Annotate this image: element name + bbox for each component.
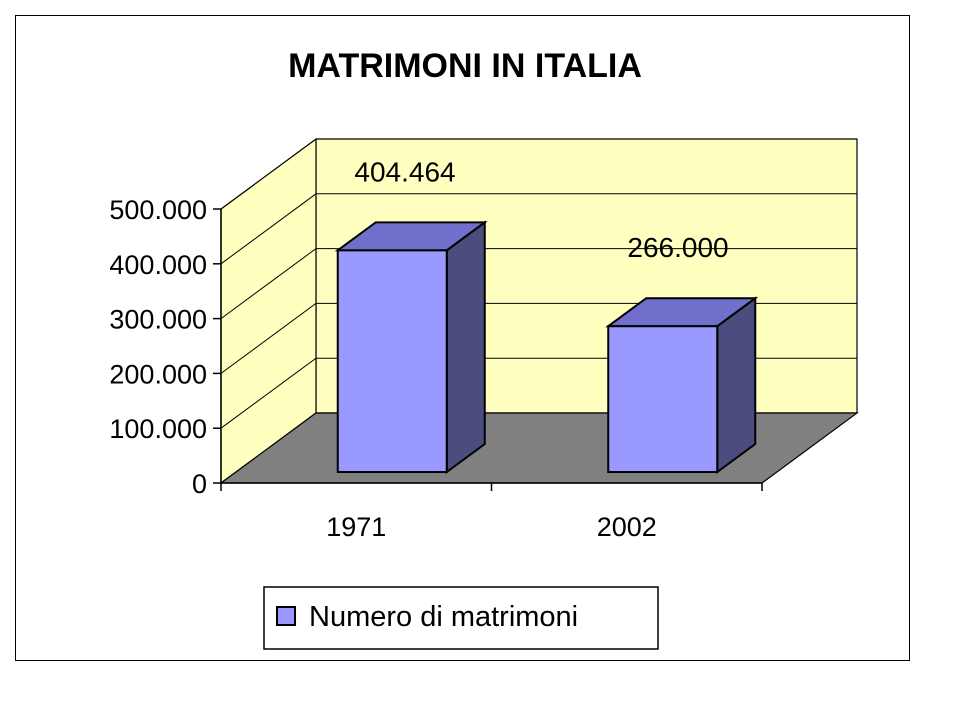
bar-2002 — [605, 296, 759, 474]
y-tick-label: 200.000 — [109, 359, 207, 389]
y-tick-label: 0 — [192, 469, 207, 499]
data-label: 266.000 — [627, 232, 728, 263]
gridlines — [220, 138, 857, 429]
y-tick-label: 300.000 — [109, 305, 207, 335]
legend: Numero di matrimoni — [263, 586, 659, 650]
bars — [334, 220, 759, 474]
chart-title: MATRIMONI IN ITALIA — [288, 47, 642, 85]
gridline — [220, 248, 857, 320]
axes: 0 100.000 200.000 300.000 400.000 500.000 1971… — [109, 195, 763, 542]
x-tick-label: 1971 — [326, 512, 386, 542]
y-tick-label: 100.000 — [109, 414, 207, 444]
legend-swatch — [276, 606, 296, 626]
legend-box — [263, 586, 659, 650]
legend-label: Numero di matrimoni — [309, 601, 578, 633]
gridline — [220, 193, 857, 265]
x-tick-label: 2002 — [597, 512, 657, 542]
bar-side — [716, 296, 757, 474]
bar-front — [336, 249, 448, 473]
data-label: 404.464 — [354, 156, 455, 187]
chart-walls — [219, 137, 859, 485]
floor — [219, 412, 859, 484]
gridline — [220, 138, 857, 210]
y-tick-label: 500.000 — [109, 195, 207, 225]
labels: 404.464 266.000 — [354, 156, 728, 263]
y-tick-label: 400.000 — [109, 250, 207, 280]
bar-front — [607, 325, 719, 473]
bar-1971 — [334, 220, 488, 474]
bar-side — [445, 220, 486, 474]
